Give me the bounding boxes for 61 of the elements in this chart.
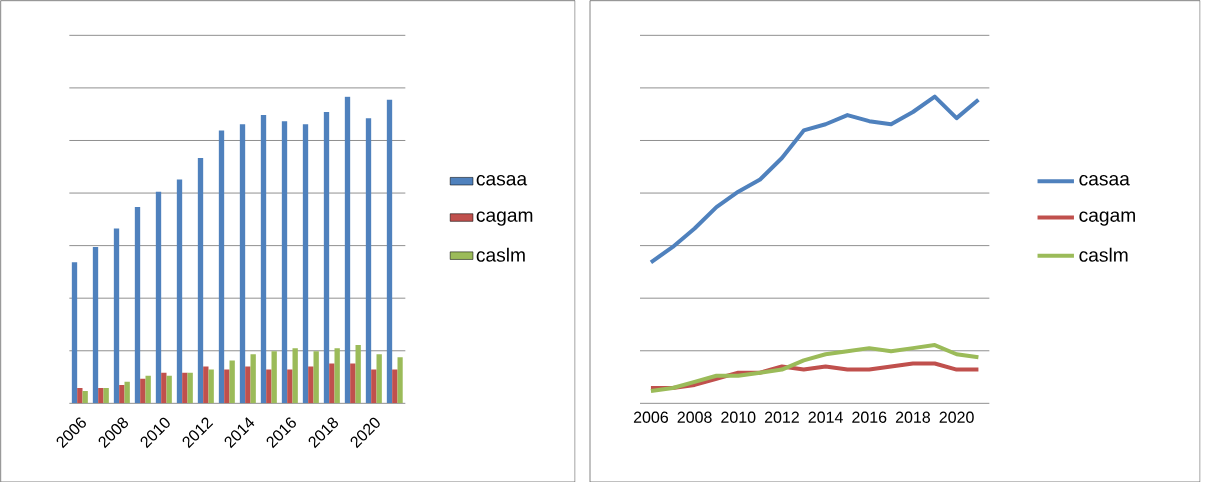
- legend-label: casaa: [1079, 175, 1130, 186]
- bar: [334, 348, 340, 404]
- bar: [166, 375, 172, 404]
- bar: [371, 369, 377, 404]
- legend-label: casaa: [476, 175, 528, 186]
- bar: [229, 360, 235, 404]
- legend-label: caslm: [1079, 247, 1128, 262]
- x-tick-label: 2016: [852, 411, 887, 423]
- bar: [103, 388, 109, 404]
- bar: [187, 372, 193, 404]
- bar: [155, 191, 162, 404]
- bar: [271, 351, 277, 404]
- bar: [245, 366, 251, 404]
- bar: [224, 369, 230, 404]
- bar: [350, 363, 356, 404]
- bar: [344, 96, 351, 404]
- x-tick-label: 2018: [895, 411, 931, 423]
- x-tick-label: 2020: [939, 411, 974, 423]
- bar: [182, 372, 188, 404]
- x-tick-label: 2012: [764, 411, 799, 423]
- bar: [365, 118, 372, 404]
- bar: [392, 369, 398, 404]
- bar: [134, 207, 141, 404]
- bar: [197, 158, 204, 404]
- bar: [376, 354, 382, 404]
- bar: [281, 121, 288, 404]
- bar: [329, 363, 335, 404]
- bar: [119, 384, 125, 404]
- bar: [82, 391, 88, 404]
- x-tick-label: 2014: [808, 411, 843, 423]
- bar: [266, 369, 272, 404]
- bar: [386, 99, 393, 404]
- bar: [92, 246, 99, 404]
- bar: [292, 348, 298, 404]
- bar: [308, 366, 314, 404]
- bar: [140, 378, 146, 404]
- x-tick-label: 2006: [633, 411, 669, 423]
- bar: [287, 369, 293, 404]
- bar: [145, 375, 151, 404]
- bar: [161, 372, 167, 404]
- bar: [98, 388, 104, 404]
- bar: [260, 115, 267, 404]
- legend-label: cagam: [1079, 211, 1135, 226]
- bar: [323, 112, 330, 404]
- legend-label: caslm: [476, 247, 525, 262]
- bar: [203, 366, 209, 404]
- bar: [176, 179, 183, 404]
- bar: [113, 228, 120, 404]
- legend-label: cagam: [476, 211, 533, 226]
- bar: [124, 381, 130, 404]
- bar: [355, 345, 361, 404]
- bar: [71, 262, 78, 404]
- bar: [313, 351, 319, 404]
- x-tick-label: 2008: [677, 411, 712, 423]
- bar: [218, 130, 225, 404]
- bar: [250, 354, 256, 404]
- bar: [208, 369, 214, 404]
- bar: [239, 124, 246, 404]
- bar: [77, 388, 83, 404]
- x-tick-label: 2010: [721, 411, 756, 423]
- bar: [302, 124, 309, 404]
